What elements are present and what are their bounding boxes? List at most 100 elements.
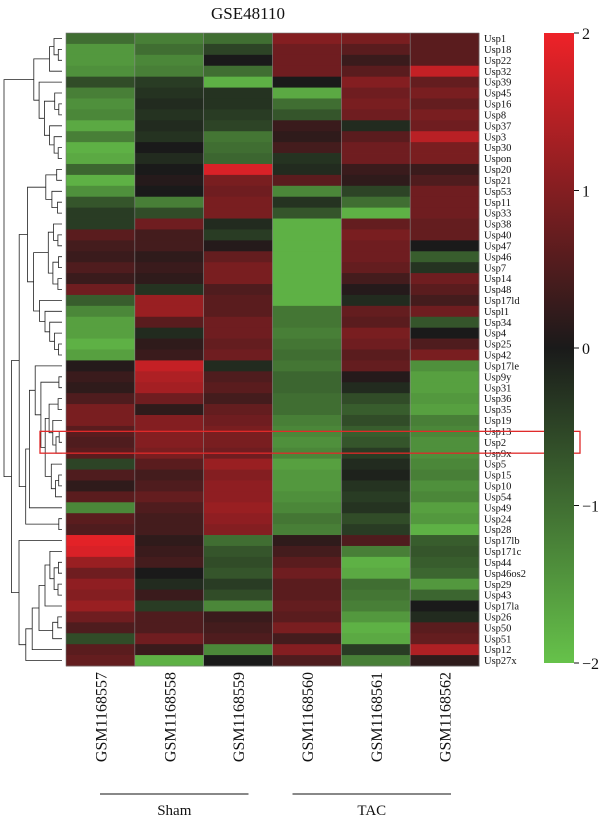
heatmap-cell xyxy=(341,414,411,427)
heatmap-cell xyxy=(341,294,411,307)
dendrogram-branch xyxy=(57,616,62,629)
dendrogram-branch xyxy=(57,49,62,61)
scale-tick-label: −1 xyxy=(582,499,599,516)
heatmap-cell xyxy=(272,76,342,88)
heatmap-cell xyxy=(272,262,342,274)
column-label: GSM1168560 xyxy=(300,672,317,762)
heatmap-cell xyxy=(203,316,273,329)
heatmap-cell xyxy=(66,273,136,285)
heatmap-cell xyxy=(410,502,480,514)
dendrogram-branch xyxy=(52,621,62,640)
heatmap-cell xyxy=(203,33,273,45)
heatmap-cell xyxy=(66,458,136,470)
heatmap-cell xyxy=(272,327,342,339)
heatmap-cell xyxy=(66,567,136,580)
row-label: Usp42 xyxy=(484,351,511,362)
heatmap-cell xyxy=(66,131,136,143)
heatmap-cell xyxy=(66,338,136,350)
heatmap-cell xyxy=(272,567,342,580)
heatmap-cell xyxy=(203,196,273,209)
heatmap-cell xyxy=(203,131,273,143)
heatmap-cell xyxy=(134,229,205,241)
heatmap-cell xyxy=(66,251,136,263)
dendrogram-branch xyxy=(29,389,62,509)
row-label: Usp7 xyxy=(484,263,506,274)
row-label: Usp28 xyxy=(484,525,511,536)
heatmap-cell xyxy=(341,393,411,405)
heatmap-cell xyxy=(272,142,342,154)
heatmap-cell xyxy=(134,480,205,492)
heatmap-cell xyxy=(66,153,136,165)
heatmap-cell xyxy=(341,327,411,339)
dendrogram-branch xyxy=(48,403,59,434)
heatmap-cell xyxy=(203,294,273,307)
heatmap-cell xyxy=(272,196,342,209)
heatmap-cell xyxy=(410,163,480,176)
heatmap-cell xyxy=(203,76,273,88)
heatmap-cell xyxy=(203,524,273,536)
heatmap-cell xyxy=(203,273,273,285)
dendrogram-branch xyxy=(49,551,62,580)
heatmap-cell xyxy=(134,109,205,121)
heatmap-cell xyxy=(272,284,342,296)
heatmap-cell xyxy=(410,142,480,154)
heatmap-cell xyxy=(341,480,411,492)
row-label: Usp44 xyxy=(484,558,512,569)
heatmap-cell xyxy=(410,229,480,241)
heatmap-cell xyxy=(410,513,480,525)
dendrogram-branch xyxy=(52,420,62,446)
heatmap-cell xyxy=(203,644,273,656)
heatmap-cell xyxy=(341,545,411,558)
heatmap-cell xyxy=(272,371,342,383)
dendrogram-branch xyxy=(44,418,52,477)
row-label: Usp25 xyxy=(484,340,511,351)
heatmap-cell xyxy=(66,218,136,230)
heatmap-cell xyxy=(341,622,411,634)
row-label: Usp37 xyxy=(484,121,511,132)
heatmap-cell xyxy=(66,371,136,383)
heatmap-cell xyxy=(203,404,273,416)
heatmap-cell xyxy=(203,65,273,78)
heatmap-cell xyxy=(410,371,480,383)
heatmap-cell xyxy=(272,360,342,372)
row-label: Usp2 xyxy=(484,438,506,449)
column-label: GSM1168561 xyxy=(369,672,386,762)
heatmap-cell xyxy=(272,54,342,67)
heatmap-cell xyxy=(134,360,205,372)
row-label: Usp53 xyxy=(484,187,511,198)
heatmap-cell xyxy=(341,163,411,176)
heatmap-cell xyxy=(203,578,273,590)
heatmap-cell xyxy=(341,262,411,274)
dendrogram-branch xyxy=(54,92,62,110)
heatmap-cell xyxy=(134,622,205,634)
heatmap-cell xyxy=(341,251,411,263)
heatmap-cell xyxy=(203,469,273,481)
heatmap-cell xyxy=(272,43,342,56)
heatmap-cell xyxy=(341,284,411,296)
heatmap-cell xyxy=(272,600,342,612)
heatmap-cell xyxy=(341,589,411,601)
heatmap-cell xyxy=(134,578,205,590)
heatmap-cell xyxy=(134,414,205,427)
dendrogram-branch xyxy=(45,174,57,200)
heatmap-cell xyxy=(272,98,342,110)
heatmap-cell xyxy=(272,545,342,558)
dendrogram-branch xyxy=(27,186,46,283)
heatmap-cell xyxy=(341,633,411,645)
dendrogram-branch xyxy=(25,448,59,525)
heatmap-cell xyxy=(272,174,342,187)
heatmap-cell xyxy=(66,360,136,372)
heatmap-cell xyxy=(272,273,342,285)
dendrogram-branch xyxy=(58,376,62,389)
heatmap-cell xyxy=(410,218,480,230)
row-label: Usp4 xyxy=(484,329,507,340)
scale-tick-label: −2 xyxy=(582,656,599,673)
row-label: Usp29 xyxy=(484,580,511,591)
row-label: Usp27x xyxy=(484,656,517,667)
row-label: Usp46 xyxy=(484,252,511,263)
heatmap-cell xyxy=(134,305,205,318)
dendrogram-branch xyxy=(11,360,20,593)
heatmap-cell xyxy=(341,54,411,67)
row-label: Usp5 xyxy=(484,460,506,471)
